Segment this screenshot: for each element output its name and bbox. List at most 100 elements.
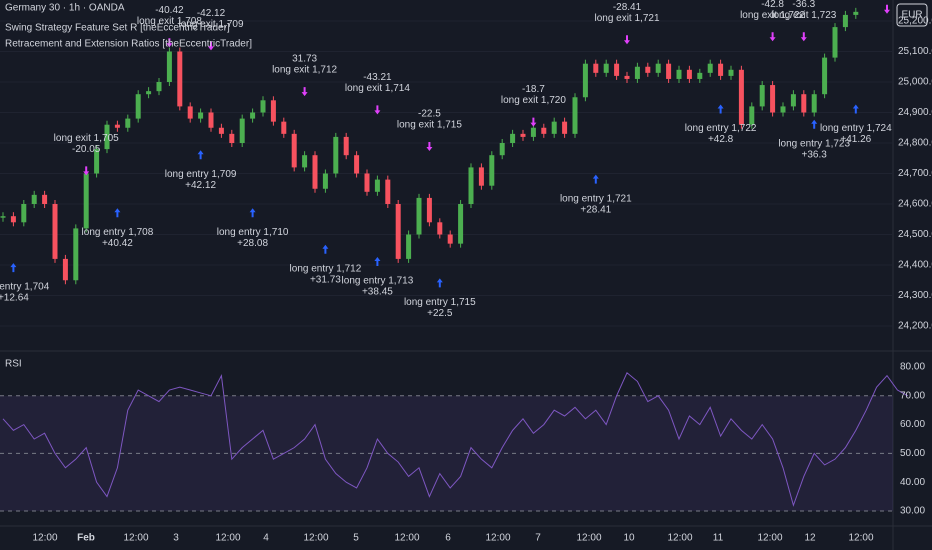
candle (52, 204, 58, 259)
indicator-title: Swing Strategy Feature Set R [theEccentr… (5, 23, 230, 34)
candle (790, 94, 796, 107)
price-tick-label: 24,200.0 (898, 321, 932, 332)
candle (354, 155, 360, 174)
trade-label: long exit 1,709 (178, 19, 243, 30)
candle (73, 228, 79, 281)
rsi-title: RSI (5, 359, 22, 370)
trade-label: -20.05 (72, 144, 101, 155)
candle (759, 85, 765, 107)
candle (707, 63, 713, 73)
exit-arrow (800, 32, 807, 42)
candle (260, 100, 266, 113)
candle (364, 173, 370, 192)
trade-label: long entry 1,704 (0, 282, 50, 293)
candle (21, 204, 27, 223)
candle (634, 66, 640, 79)
trade-label: long exit 1,720 (501, 95, 566, 106)
price-tick-label: 25,200.0 (898, 16, 932, 27)
trade-label: long entry 1,710 (217, 227, 289, 238)
candle (593, 63, 599, 73)
rsi-tick-label: 70.00 (900, 390, 925, 401)
price-tick-label: 24,300.0 (898, 290, 932, 301)
candle (478, 167, 484, 186)
candle (406, 234, 412, 259)
time-label: 10 (623, 533, 635, 544)
trade-label: long entry 1,724 (820, 123, 892, 134)
candle (603, 63, 609, 73)
exit-arrow (301, 87, 308, 97)
candle (395, 204, 401, 259)
entry-arrow (374, 257, 381, 266)
trade-label: -43.21 (363, 72, 392, 83)
rsi-line (2, 371, 909, 507)
candle (489, 155, 495, 186)
rsi-tick-label: 40.00 (900, 477, 925, 488)
indicator-title: Retracement and Extension Ratios [theEcc… (5, 39, 252, 50)
candle (582, 63, 588, 98)
currency-button[interactable] (896, 3, 928, 27)
candle (562, 121, 568, 134)
candle (811, 94, 817, 113)
entry-arrow (717, 104, 724, 114)
candle (666, 63, 672, 79)
trade-label: -22.5 (418, 109, 441, 120)
exit-arrow (426, 142, 433, 151)
trade-label: -28.41 (613, 2, 642, 13)
candle (697, 72, 703, 79)
candle (322, 173, 328, 189)
candle (624, 75, 630, 79)
candle (218, 127, 224, 134)
trade-label: -40.42 (155, 5, 184, 16)
rsi-tick-label: 50.00 (900, 448, 925, 459)
time-label: Feb (77, 533, 95, 544)
price-tick-label: 25,000.0 (898, 77, 932, 88)
time-label: 4 (263, 533, 269, 544)
entry-arrow (436, 278, 443, 288)
exit-arrow (530, 117, 537, 127)
trade-label: long entry 1,709 (165, 169, 237, 180)
candle (822, 57, 828, 95)
candle (416, 197, 422, 235)
candle (520, 133, 526, 137)
candle (468, 167, 474, 204)
time-label: 7 (535, 533, 541, 544)
exit-arrow (884, 4, 890, 14)
candle (686, 69, 692, 79)
candle (31, 194, 37, 204)
candle (832, 27, 838, 58)
candle (229, 133, 235, 143)
time-label: 12:00 (215, 533, 240, 544)
trade-label: long exit 1,722 (740, 10, 805, 21)
trade-label: long exit 1,721 (594, 13, 659, 24)
candle (676, 69, 682, 79)
entry-arrow (10, 263, 17, 273)
symbol-title: Germany 30 · 1h · OANDA (5, 3, 125, 14)
candle (458, 204, 464, 244)
time-label: 12:00 (394, 533, 419, 544)
trade-label: long entry 1,712 (290, 263, 362, 274)
time-label: 12 (804, 533, 816, 544)
candle (135, 94, 141, 119)
candle (572, 97, 578, 134)
time-label: 12:00 (757, 533, 782, 544)
trade-label: +38.45 (362, 287, 393, 298)
trade-label: +28.08 (237, 238, 268, 249)
trade-label: +12.64 (0, 293, 29, 304)
time-label: 12:00 (303, 533, 328, 544)
candle (426, 197, 432, 223)
candle (166, 51, 172, 82)
price-tick-label: 24,600.0 (898, 199, 932, 210)
candle (83, 173, 89, 229)
candle (738, 69, 744, 125)
candle (281, 121, 287, 134)
time-label: 12:00 (848, 533, 873, 544)
trade-label: +36.3 (802, 149, 828, 160)
time-label: 12:00 (32, 533, 57, 544)
entry-arrow (249, 208, 256, 218)
candle (385, 179, 391, 204)
currency-label[interactable]: EUR (901, 10, 922, 21)
candle (499, 143, 505, 156)
candle (62, 258, 68, 281)
